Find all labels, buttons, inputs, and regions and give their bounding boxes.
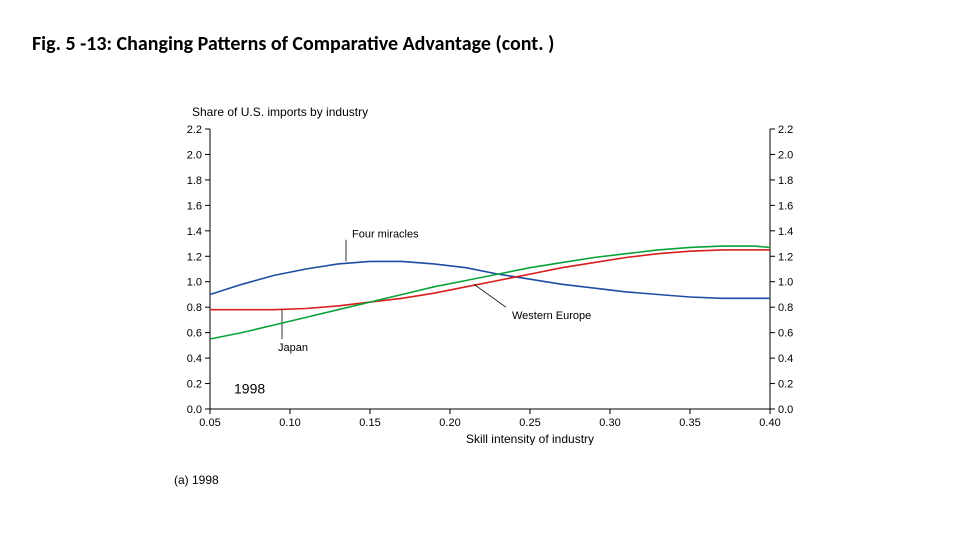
chart-caption: (a) 1998 <box>174 473 810 487</box>
ytick-label-right: 1.8 <box>778 175 793 187</box>
xtick-label: 0.20 <box>439 417 460 429</box>
ytick-label-right: 0.6 <box>778 328 793 340</box>
figure-title: Fig. 5 -13: Changing Patterns of Compara… <box>32 32 554 56</box>
chart-svg: 0.0 0.0 0.2 0.2 0.4 0.4 0.6 0.6 0.8 0.8 1.0 1.0 1.2 1… <box>170 125 810 445</box>
ytick-label-right: 1.4 <box>778 226 793 238</box>
ytick-label-left: 1.4 <box>187 226 202 238</box>
ytick-label-right: 1.2 <box>778 251 793 263</box>
ytick-label-right: 1.6 <box>778 200 793 212</box>
ytick-label-left: 1.0 <box>187 277 202 289</box>
ytick-label-left: 2.0 <box>187 149 202 161</box>
ytick-label-left: 0.8 <box>187 302 202 314</box>
ytick-label-right: 0.8 <box>778 302 793 314</box>
ytick-label-left: 0.0 <box>187 404 202 416</box>
series-label-four_miracles: Four miracles <box>352 229 419 241</box>
chart-container: Share of U.S. imports by industry 0.00.0… <box>170 105 810 487</box>
ytick-label-left: 1.2 <box>187 251 202 263</box>
series-western_europe <box>210 246 770 339</box>
series-label-japan: Japan <box>278 342 308 354</box>
ytick-label-right: 0.4 <box>778 353 793 365</box>
ytick-label-left: 0.6 <box>187 328 202 340</box>
x-axis-label: Skill intensity of industry <box>466 432 594 445</box>
leader-western_europe <box>474 284 506 307</box>
ytick-label-left: 0.2 <box>187 379 202 391</box>
page: Fig. 5 -13: Changing Patterns of Compara… <box>0 0 960 540</box>
xtick-label: 0.40 <box>759 417 780 429</box>
xtick-label: 0.30 <box>599 417 620 429</box>
series-japan <box>210 250 770 310</box>
xtick-label: 0.15 <box>359 417 380 429</box>
ytick-label-right: 1.0 <box>778 277 793 289</box>
ytick-label-left: 1.8 <box>187 175 202 187</box>
ytick-label-right: 0.2 <box>778 379 793 391</box>
ytick-label-left: 2.2 <box>187 125 202 136</box>
xtick-label: 0.25 <box>519 417 540 429</box>
xtick-label: 0.10 <box>279 417 300 429</box>
xtick-label: 0.35 <box>679 417 700 429</box>
series-four_miracles <box>210 261 770 298</box>
year-label: 1998 <box>234 381 265 397</box>
ytick-label-left: 0.4 <box>187 353 202 365</box>
series-label-western_europe: Western Europe <box>512 310 591 322</box>
xtick-label: 0.05 <box>199 417 220 429</box>
ytick-label-right: 2.0 <box>778 149 793 161</box>
ytick-label-left: 1.6 <box>187 200 202 212</box>
chart-y-title: Share of U.S. imports by industry <box>192 105 810 119</box>
ytick-label-right: 0.0 <box>778 404 793 416</box>
ytick-label-right: 2.2 <box>778 125 793 136</box>
